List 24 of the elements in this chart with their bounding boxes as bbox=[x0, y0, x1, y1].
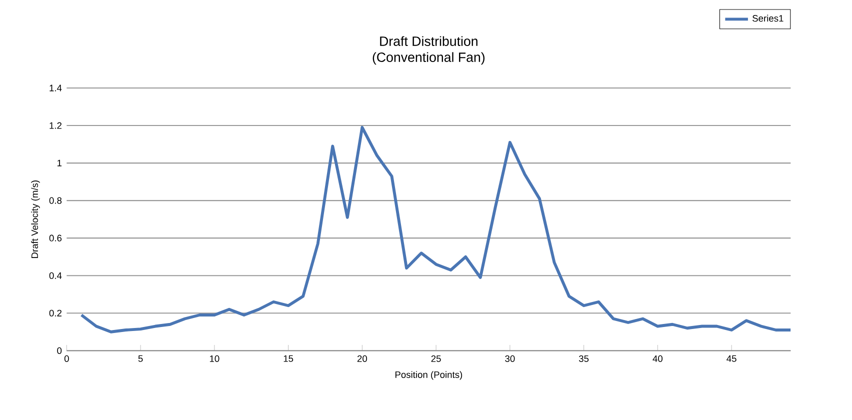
x-tick-label: 15 bbox=[284, 355, 294, 362]
x-tick-label: 45 bbox=[726, 355, 736, 362]
chart-subtitle: (Conventional Fan) bbox=[372, 52, 485, 65]
y-tick-label: 0.6 bbox=[49, 234, 62, 242]
x-tick-label: 0 bbox=[64, 355, 69, 362]
y-tick-label: 0.2 bbox=[49, 310, 62, 316]
x-tick-label: 35 bbox=[578, 355, 589, 362]
y-tick-label: 0.4 bbox=[49, 272, 62, 279]
x-tick-label: 20 bbox=[357, 355, 368, 362]
line-series bbox=[80, 126, 791, 334]
legend-label: Series1 bbox=[752, 14, 784, 22]
y-tick-label: 0.8 bbox=[49, 197, 62, 204]
x-tick-label: 10 bbox=[210, 355, 220, 362]
x-tick-label: 40 bbox=[652, 355, 663, 362]
y-tick-label: 0 bbox=[57, 347, 62, 354]
y-tick-label: 1.2 bbox=[50, 122, 62, 129]
chart-title: Draft Distribution bbox=[380, 36, 478, 46]
x-tick-label: 30 bbox=[505, 355, 515, 362]
x-axis-title: Position (Points) bbox=[395, 371, 462, 380]
x-tick-label: 5 bbox=[138, 355, 143, 362]
y-axis-title: Draft Velocity (m/s) bbox=[31, 180, 40, 258]
y-tick-label: 1 bbox=[57, 160, 62, 166]
x-tick-label: 25 bbox=[431, 355, 441, 362]
y-tick-label: 1.4 bbox=[50, 84, 62, 92]
